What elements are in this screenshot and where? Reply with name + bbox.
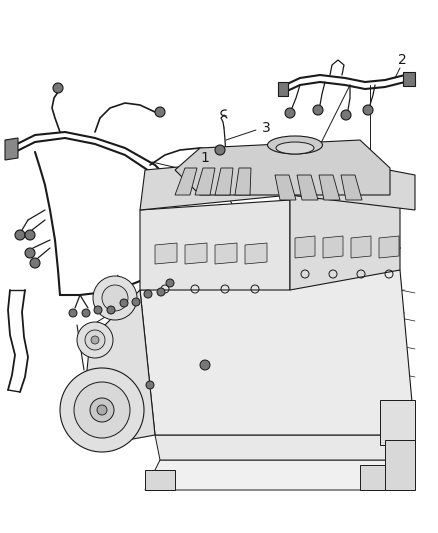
Polygon shape [278, 82, 288, 96]
Circle shape [120, 299, 128, 307]
Polygon shape [379, 236, 399, 258]
Polygon shape [140, 270, 415, 435]
Polygon shape [319, 175, 340, 200]
Text: 2: 2 [398, 53, 406, 67]
Circle shape [313, 105, 323, 115]
Polygon shape [245, 243, 267, 264]
Ellipse shape [276, 142, 314, 154]
Polygon shape [175, 140, 390, 195]
Polygon shape [380, 400, 415, 445]
Polygon shape [360, 465, 390, 490]
Circle shape [74, 382, 130, 438]
Polygon shape [155, 435, 405, 460]
Polygon shape [290, 195, 400, 290]
Circle shape [94, 306, 102, 314]
Circle shape [132, 298, 140, 306]
Polygon shape [275, 175, 296, 200]
Polygon shape [85, 290, 155, 445]
Circle shape [25, 248, 35, 258]
Circle shape [53, 83, 63, 93]
Polygon shape [295, 236, 315, 258]
Ellipse shape [268, 136, 322, 154]
Circle shape [155, 107, 165, 117]
Circle shape [285, 108, 295, 118]
Polygon shape [351, 236, 371, 258]
Circle shape [93, 276, 137, 320]
Circle shape [341, 110, 351, 120]
Circle shape [363, 105, 373, 115]
Polygon shape [403, 72, 415, 86]
Circle shape [82, 309, 90, 317]
Polygon shape [145, 470, 175, 490]
Circle shape [97, 405, 107, 415]
Circle shape [15, 230, 25, 240]
Polygon shape [195, 168, 215, 195]
Polygon shape [140, 200, 290, 290]
Polygon shape [140, 155, 415, 210]
Circle shape [146, 381, 154, 389]
Circle shape [144, 290, 152, 298]
Polygon shape [5, 138, 18, 160]
Polygon shape [215, 168, 233, 195]
Circle shape [30, 258, 40, 268]
Circle shape [166, 279, 174, 287]
Polygon shape [185, 243, 207, 264]
Circle shape [60, 368, 144, 452]
Circle shape [69, 309, 77, 317]
Circle shape [91, 336, 99, 344]
Polygon shape [385, 440, 415, 490]
Text: 3: 3 [261, 121, 270, 135]
Circle shape [25, 230, 35, 240]
Polygon shape [215, 243, 237, 264]
Polygon shape [145, 460, 415, 490]
Polygon shape [175, 168, 197, 195]
Polygon shape [341, 175, 362, 200]
Polygon shape [297, 175, 318, 200]
Circle shape [107, 306, 115, 314]
Circle shape [157, 288, 165, 296]
Circle shape [85, 330, 105, 350]
Polygon shape [155, 243, 177, 264]
Polygon shape [323, 236, 343, 258]
Text: 1: 1 [201, 151, 209, 165]
Polygon shape [235, 168, 251, 195]
Circle shape [90, 398, 114, 422]
Circle shape [200, 360, 210, 370]
Circle shape [77, 322, 113, 358]
Circle shape [215, 145, 225, 155]
Circle shape [102, 285, 128, 311]
